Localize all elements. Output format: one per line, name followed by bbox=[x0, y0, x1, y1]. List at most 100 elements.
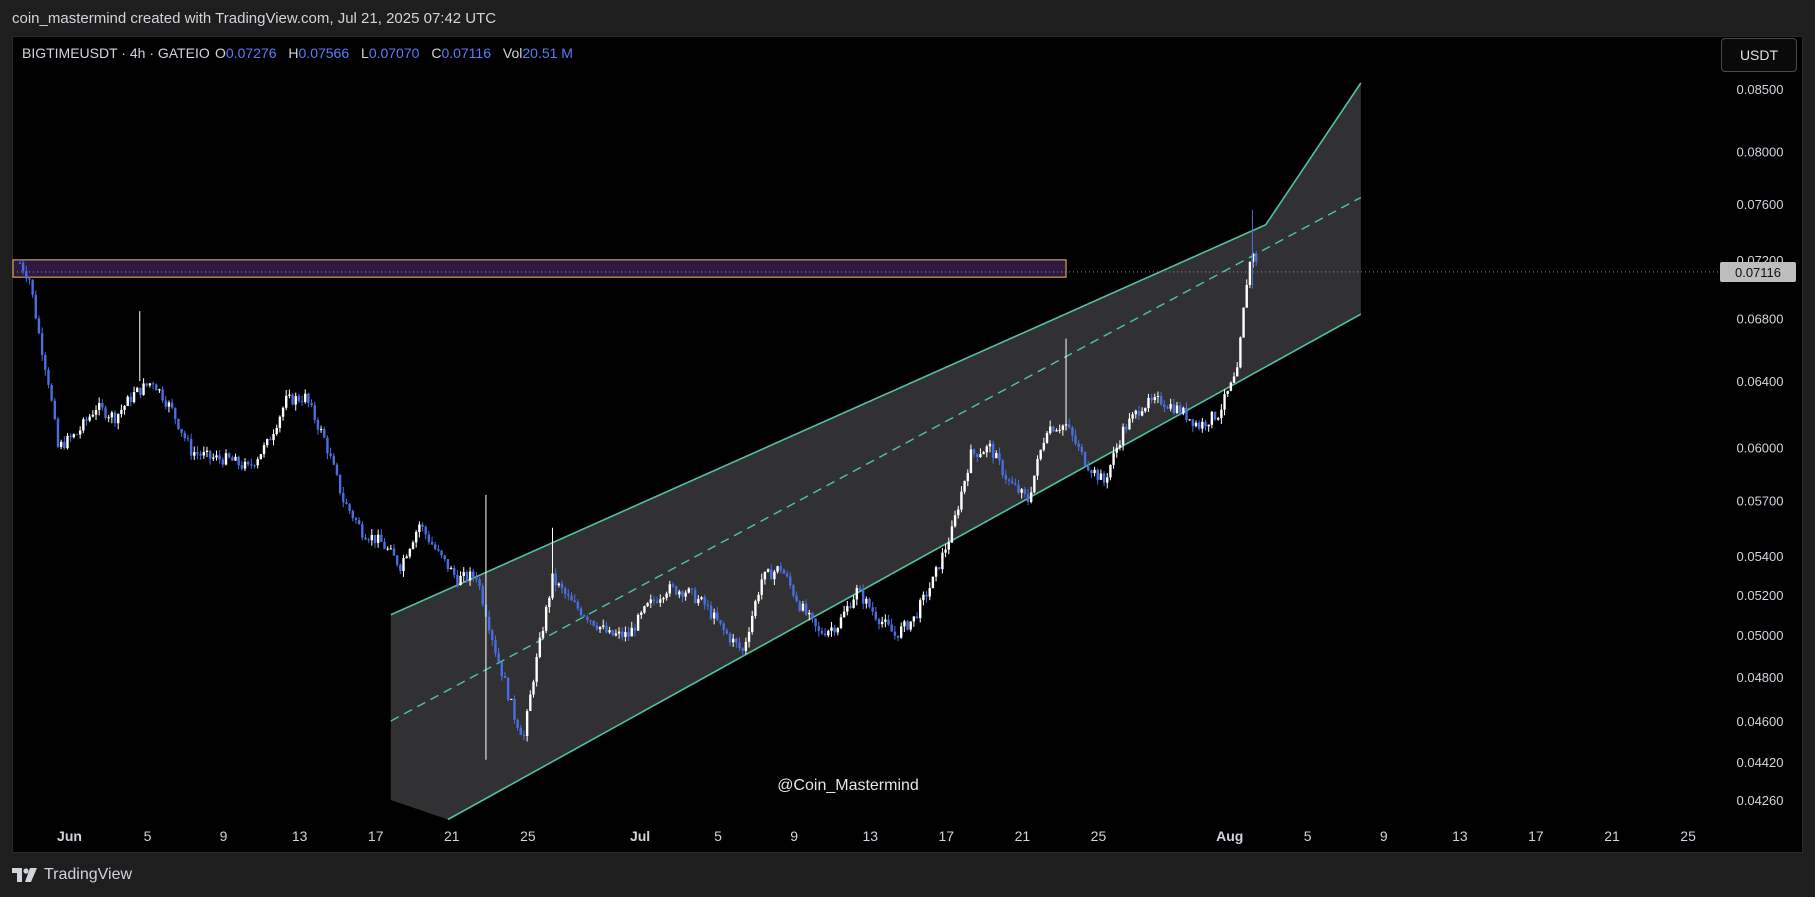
candle-body bbox=[1125, 426, 1128, 430]
candle-body bbox=[798, 601, 801, 611]
candle-body bbox=[722, 623, 725, 631]
candle-body bbox=[960, 491, 963, 510]
candle-body bbox=[1020, 489, 1023, 493]
last-price-label: 0.07116 bbox=[1735, 265, 1781, 280]
channel-upper-line bbox=[390, 82, 1362, 616]
candle-body bbox=[795, 595, 798, 602]
candle-body bbox=[487, 616, 491, 631]
candle-body bbox=[884, 619, 887, 622]
candle-body bbox=[744, 641, 748, 651]
candle-body bbox=[890, 624, 893, 632]
candle-body bbox=[1255, 253, 1258, 262]
candle-body bbox=[804, 603, 808, 615]
candle-body bbox=[1048, 426, 1052, 434]
candle-body bbox=[1061, 425, 1065, 430]
x-tick-label: Jun bbox=[57, 828, 82, 844]
candle-body bbox=[97, 403, 101, 410]
candle-body bbox=[852, 599, 855, 608]
candle-body bbox=[681, 591, 684, 597]
candle-body bbox=[573, 600, 576, 602]
candle-body bbox=[275, 427, 278, 434]
candle-body bbox=[716, 612, 719, 621]
vol-label: Vol bbox=[503, 45, 522, 61]
attribution-bar: coin_mastermind created with TradingView… bbox=[0, 0, 1815, 36]
candle-body bbox=[1087, 466, 1090, 471]
l-label: L bbox=[361, 45, 369, 61]
candle-body bbox=[548, 597, 551, 608]
candle-body bbox=[1052, 426, 1055, 432]
candle-body bbox=[326, 437, 329, 454]
candle-body bbox=[1071, 427, 1074, 436]
candle-body bbox=[516, 719, 519, 728]
candle-body bbox=[1232, 376, 1236, 383]
candle-body bbox=[510, 698, 513, 700]
candle-body bbox=[246, 461, 250, 465]
candle-body bbox=[34, 294, 37, 319]
candle-body bbox=[922, 594, 925, 601]
candle-body bbox=[684, 592, 687, 597]
l-value: 0.07070 bbox=[369, 45, 420, 61]
candle-body bbox=[985, 446, 988, 453]
candle-body bbox=[950, 526, 954, 543]
candle-body bbox=[69, 435, 72, 438]
candle-body bbox=[849, 606, 852, 608]
footer-bar: TradingView bbox=[0, 853, 1815, 897]
candle-body bbox=[373, 534, 377, 544]
candle-body bbox=[465, 572, 469, 581]
candle-body bbox=[456, 574, 459, 586]
candle-body bbox=[966, 472, 969, 482]
candle-body bbox=[1153, 396, 1156, 400]
candle-body bbox=[357, 520, 361, 525]
x-tick-label: 25 bbox=[1680, 828, 1696, 844]
candle-body bbox=[595, 625, 599, 630]
candle-body bbox=[1112, 452, 1115, 466]
candle-body bbox=[1163, 404, 1166, 408]
candle-body bbox=[294, 396, 297, 405]
candle-body bbox=[142, 383, 145, 395]
candle-body bbox=[652, 599, 656, 602]
candle-body bbox=[976, 453, 979, 457]
candle-body bbox=[554, 573, 557, 586]
candle-body bbox=[1014, 483, 1017, 485]
candle-body bbox=[1007, 479, 1011, 481]
candle-body bbox=[18, 262, 22, 264]
candle-body bbox=[113, 412, 117, 424]
x-tick-label: Jul bbox=[630, 828, 650, 844]
candle-body bbox=[240, 465, 244, 469]
candle-body bbox=[186, 438, 190, 440]
candle-body bbox=[503, 676, 507, 678]
candle-body bbox=[399, 564, 402, 572]
candle-body bbox=[53, 400, 57, 419]
candle-body bbox=[1137, 410, 1141, 416]
candle-body bbox=[37, 318, 41, 334]
candle-body bbox=[640, 612, 643, 615]
candle-body bbox=[731, 638, 735, 643]
candle-body bbox=[636, 614, 640, 631]
candle-body bbox=[773, 571, 776, 580]
y-axis: 0.085000.080000.076000.072000.068000.064… bbox=[1720, 82, 1796, 808]
candle-body bbox=[75, 434, 79, 436]
candle-body bbox=[472, 571, 475, 577]
y-tick-label: 0.05700 bbox=[1737, 493, 1784, 508]
candle-body bbox=[1036, 459, 1039, 476]
candle-body bbox=[380, 534, 383, 542]
candle-body bbox=[475, 576, 478, 580]
candle-body bbox=[614, 633, 618, 636]
candle-body bbox=[164, 400, 167, 407]
candle-body bbox=[513, 698, 516, 720]
candle-body bbox=[579, 608, 583, 616]
candle-body bbox=[329, 453, 332, 456]
candle-body bbox=[94, 409, 98, 415]
y-tick-label: 0.04600 bbox=[1737, 714, 1784, 729]
currency-button[interactable]: USDT bbox=[1721, 38, 1797, 72]
candle-body bbox=[208, 450, 212, 459]
candle-body bbox=[763, 571, 767, 580]
candle-body bbox=[338, 474, 342, 493]
candle-body bbox=[991, 443, 995, 459]
tradingview-logo[interactable]: TradingView bbox=[12, 866, 132, 884]
candle-body bbox=[180, 428, 183, 433]
candle-body bbox=[541, 630, 545, 638]
candle-body bbox=[272, 433, 275, 441]
candle-body bbox=[1115, 447, 1118, 453]
